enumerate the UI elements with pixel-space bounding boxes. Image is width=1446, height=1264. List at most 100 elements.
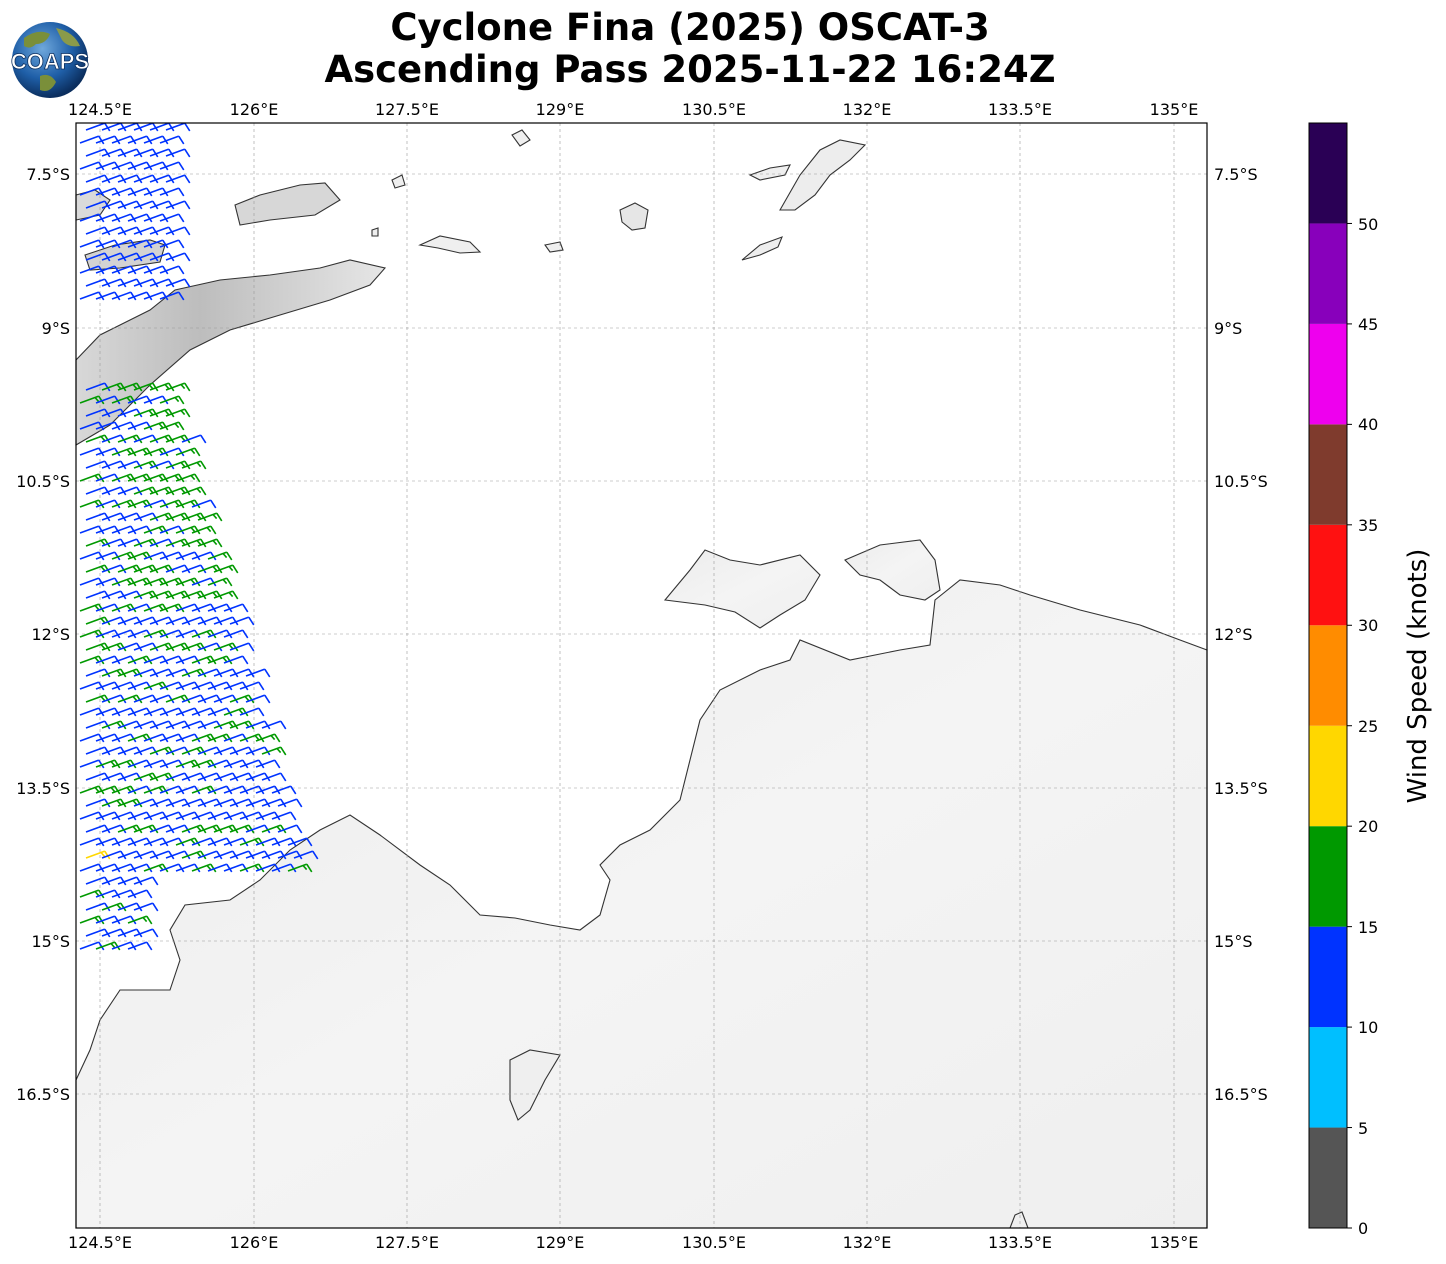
- wind-barb: [149, 174, 175, 184]
- wind-barb: [133, 512, 159, 522]
- wind-barb: [127, 499, 153, 509]
- wind-barb: [95, 473, 121, 483]
- wind-barb: [159, 161, 185, 171]
- wind-barb: [181, 538, 207, 548]
- wind-barb: [111, 551, 137, 561]
- wind-barb: [143, 239, 169, 249]
- lat-tick-right: 10.5°S: [1214, 472, 1268, 491]
- wind-barb: [143, 577, 169, 587]
- wind-barb: [133, 564, 159, 574]
- wind-barb: [191, 785, 217, 795]
- wind-barb: [79, 707, 105, 717]
- wind-barb: [127, 629, 153, 639]
- wind-barb: [245, 772, 271, 782]
- gridlines: [76, 123, 1207, 1228]
- wind-barb: [191, 551, 217, 561]
- wind-barb: [117, 824, 143, 834]
- wind-barb: [117, 278, 143, 288]
- wind-barb: [165, 512, 191, 522]
- wind-barb: [207, 863, 233, 873]
- lon-tick-top: 127.5°E: [375, 100, 439, 119]
- wind-barb: [133, 590, 159, 600]
- wind-barb: [143, 265, 169, 275]
- wind-barb: [207, 577, 233, 587]
- wind-barb: [101, 564, 127, 574]
- wind-barb: [149, 824, 175, 834]
- lat-tick-left: 15°S: [31, 932, 70, 951]
- colorbar-tick: 50: [1358, 215, 1378, 234]
- colorbar-bin: [1309, 725, 1347, 827]
- wind-barb: [181, 642, 207, 652]
- wind-barb: [165, 668, 191, 678]
- wind-barb: [175, 525, 201, 535]
- wind-barb: [85, 642, 111, 652]
- wind-barb: [101, 668, 127, 678]
- wind-barb: [159, 265, 185, 275]
- wind-barb: [159, 681, 185, 691]
- wind-barb: [149, 252, 175, 262]
- wind-barb: [197, 720, 223, 730]
- wind-barb: [111, 785, 137, 795]
- wind-barb: [79, 577, 105, 587]
- wind-barb: [133, 720, 159, 730]
- lon-tick-top: 135°E: [1150, 100, 1199, 119]
- wind-barb: [143, 759, 169, 769]
- wind-barb: [149, 408, 175, 418]
- wind-barb: [143, 135, 169, 145]
- wind-barb: [133, 538, 159, 548]
- wind-barb: [149, 720, 175, 730]
- colorbar-tick: 35: [1358, 516, 1378, 535]
- wind-barb: [101, 122, 127, 132]
- wind-barb: [245, 694, 271, 704]
- wind-barb: [165, 252, 191, 262]
- wind-barb: [149, 772, 175, 782]
- wind-barb: [143, 681, 169, 691]
- colorbar-tick: 10: [1358, 1018, 1378, 1037]
- wind-barb: [127, 915, 153, 925]
- lon-ticks-top: 124.5°E 126°E 127.5°E 129°E 130.5°E 132°…: [68, 100, 1198, 119]
- small-islands-1: [418, 235, 482, 254]
- wind-barb: [79, 603, 105, 613]
- wind-barb: [229, 668, 255, 678]
- wind-barb: [111, 291, 137, 301]
- wind-barb: [239, 707, 265, 717]
- colorbar-bin: [1309, 123, 1347, 224]
- wind-barb: [149, 226, 175, 236]
- wind-barb: [255, 811, 281, 821]
- wind-barb: [223, 629, 249, 639]
- wind-barb: [95, 213, 121, 223]
- wind-barb: [159, 655, 185, 665]
- wind-barb: [159, 707, 185, 717]
- wind-barb: [127, 135, 153, 145]
- wind-barb: [229, 694, 255, 704]
- map-frame: [75, 122, 1208, 1229]
- wind-barb: [127, 551, 153, 561]
- wind-barb: [101, 616, 127, 626]
- lon-tick-top: 133.5°E: [988, 100, 1052, 119]
- small-island-7: [509, 1049, 561, 1121]
- lon-tick-top: 124.5°E: [68, 100, 132, 119]
- colorbar-tick: 20: [1358, 817, 1378, 836]
- wind-barb: [175, 707, 201, 717]
- wind-barb: [117, 902, 143, 912]
- wind-barb: [165, 408, 191, 418]
- wind-barb: [143, 187, 169, 197]
- wind-barb: [127, 239, 153, 249]
- wind-barb: [127, 733, 153, 743]
- wind-barb: [149, 382, 175, 392]
- wind-barb: [213, 694, 239, 704]
- wind-barb: [213, 668, 239, 678]
- wind-barb: [165, 174, 191, 184]
- wind-barb: [127, 603, 153, 613]
- wind-barb: [191, 759, 217, 769]
- wind-barb: [239, 785, 265, 795]
- wind-barb: [181, 720, 207, 730]
- wind-barb: [165, 200, 191, 210]
- wind-barb: [101, 252, 127, 262]
- colorbar-tick: 5: [1358, 1119, 1368, 1138]
- lon-tick-bottom: 132°E: [843, 1233, 892, 1252]
- wind-barb: [175, 681, 201, 691]
- wind-barb: [101, 486, 127, 496]
- wind-barb: [223, 837, 249, 847]
- wind-barb: [149, 694, 175, 704]
